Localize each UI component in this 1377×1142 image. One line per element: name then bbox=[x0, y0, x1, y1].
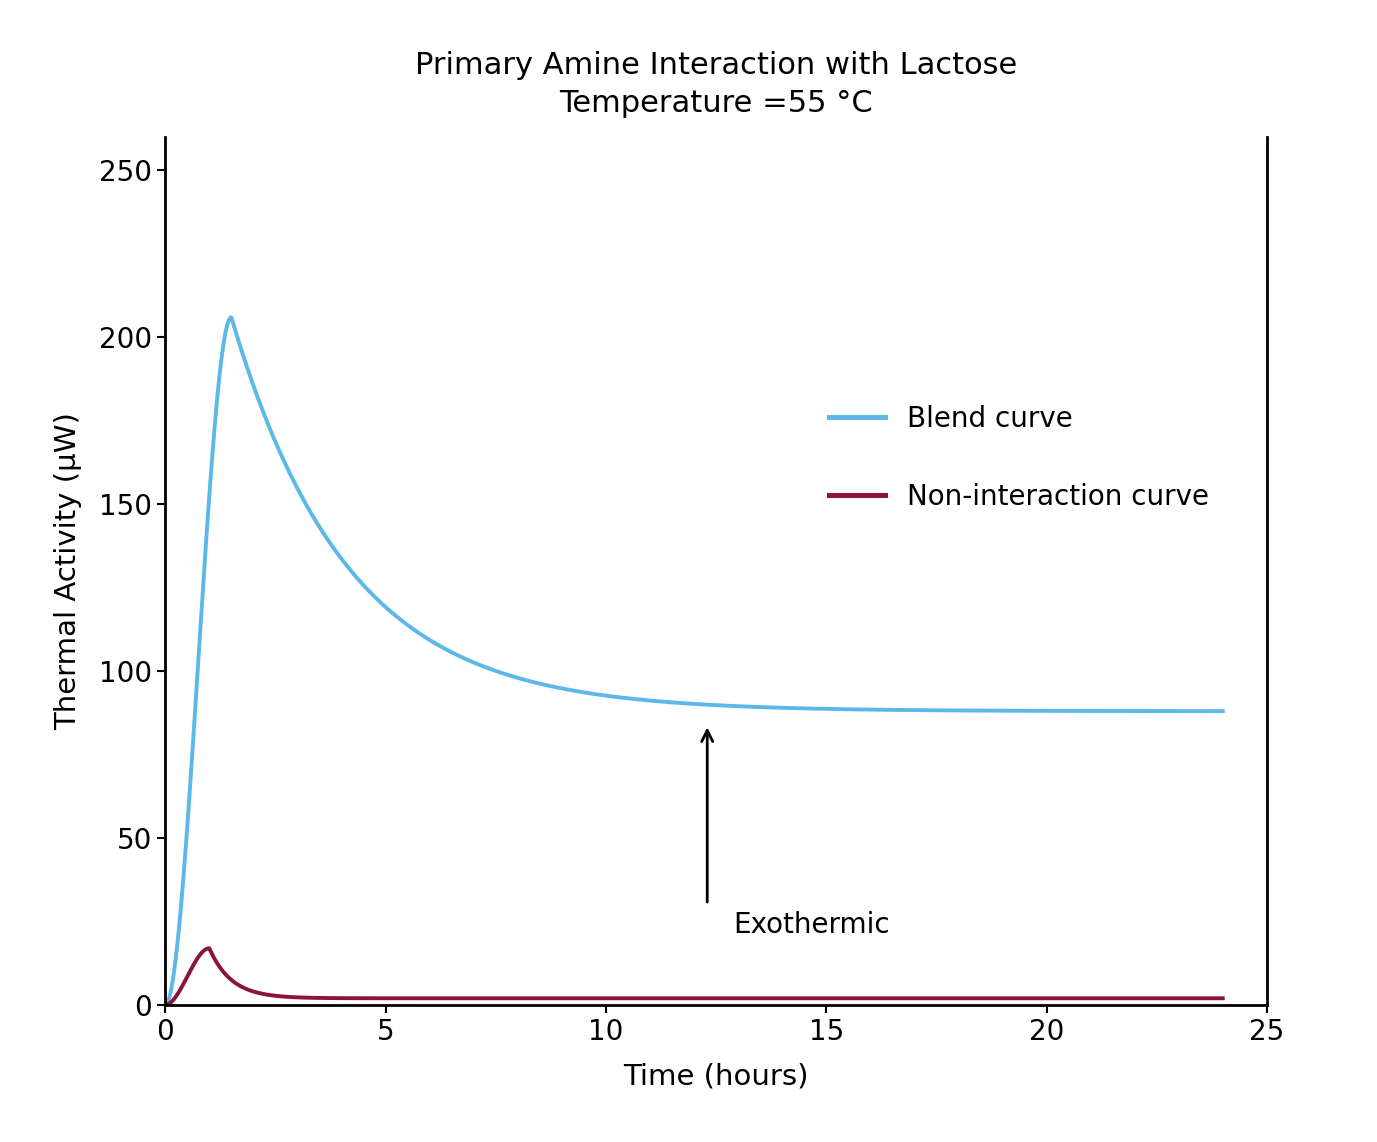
Y-axis label: Thermal Activity (μW): Thermal Activity (μW) bbox=[54, 412, 83, 730]
Non-interaction curve bbox=[946, 991, 963, 1005]
Blend curve bbox=[562, 683, 578, 697]
Text: Exothermic: Exothermic bbox=[734, 911, 891, 940]
Line: Blend curve: Blend curve bbox=[165, 317, 1223, 1005]
Non-interaction curve bbox=[201, 941, 218, 955]
X-axis label: Time (hours): Time (hours) bbox=[624, 1063, 808, 1091]
Blend curve bbox=[1027, 703, 1044, 717]
Title: Primary Amine Interaction with Lactose
Temperature =55 °C: Primary Amine Interaction with Lactose T… bbox=[414, 51, 1018, 118]
Non-interaction curve bbox=[562, 991, 578, 1005]
Blend curve bbox=[350, 572, 366, 586]
Blend curve bbox=[792, 701, 808, 715]
Blend curve bbox=[946, 703, 963, 717]
Non-interaction curve bbox=[1027, 991, 1044, 1005]
Legend: Blend curve, Non-interaction curve: Blend curve, Non-interaction curve bbox=[818, 394, 1220, 522]
Non-interaction curve bbox=[1215, 991, 1231, 1005]
Blend curve bbox=[157, 998, 174, 1012]
Non-interaction curve bbox=[845, 991, 862, 1005]
Blend curve bbox=[845, 702, 862, 716]
Non-interaction curve bbox=[157, 998, 174, 1012]
Blend curve bbox=[223, 311, 240, 324]
Non-interaction curve bbox=[792, 991, 808, 1005]
Blend curve bbox=[1215, 705, 1231, 718]
Non-interaction curve bbox=[350, 991, 366, 1005]
Line: Non-interaction curve: Non-interaction curve bbox=[165, 948, 1223, 1005]
